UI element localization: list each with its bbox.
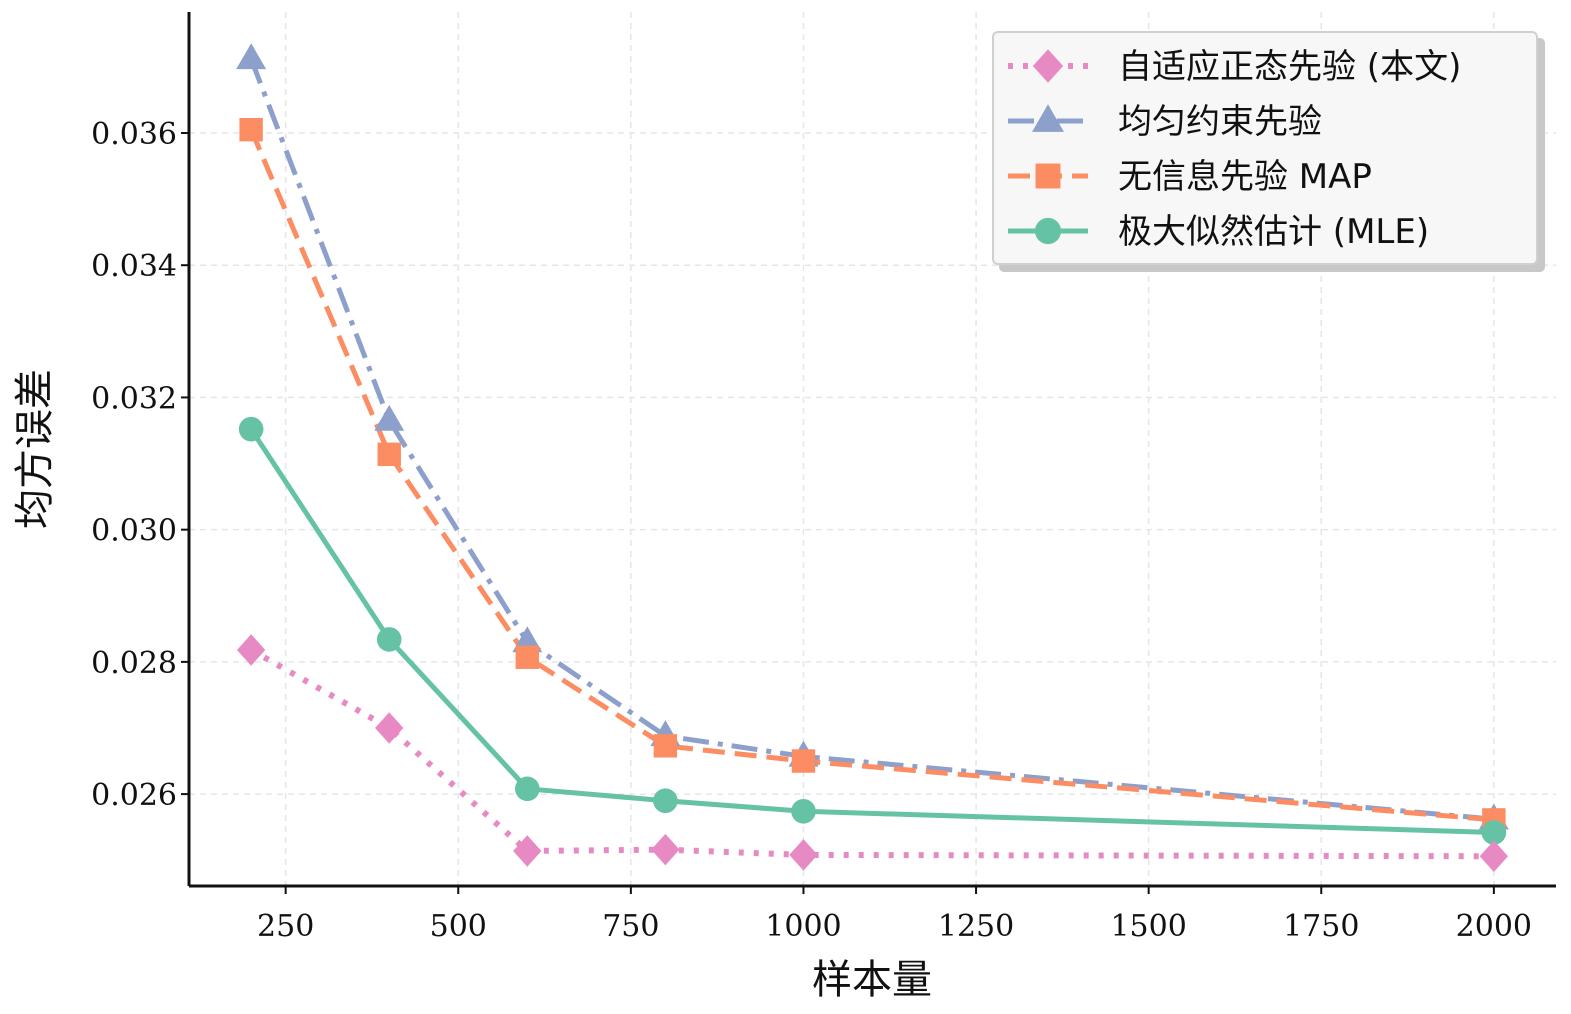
x-tick-label: 1000 xyxy=(765,909,841,944)
series-point xyxy=(1035,163,1061,189)
x-tick-label: 250 xyxy=(257,909,314,944)
x-tick-label: 1500 xyxy=(1110,909,1186,944)
series-point xyxy=(376,627,402,652)
y-axis-ticks: 0.026 0.028 0.030 0.032 0.034 0.036 xyxy=(91,117,189,813)
series-point xyxy=(653,734,678,758)
legend-label: 无信息先验 MAP xyxy=(1118,157,1372,197)
series-markers xyxy=(236,43,1509,872)
series-point xyxy=(1479,840,1509,872)
y-tick-label: 0.030 xyxy=(91,514,177,549)
series-point xyxy=(651,833,680,866)
series-point xyxy=(513,835,542,867)
y-tick-label: 0.036 xyxy=(91,117,177,152)
x-axis-ticks: 250 500 750 1000 1250 1500 1750 2000 xyxy=(257,886,1532,944)
series-point xyxy=(515,645,539,669)
legend-label: 自适应正态先验 (本文) xyxy=(1118,47,1461,87)
series-line xyxy=(249,427,1494,835)
series-point xyxy=(1481,820,1507,845)
legend-box xyxy=(992,31,1538,265)
y-tick-label: 0.028 xyxy=(91,646,177,681)
series-point xyxy=(236,634,266,666)
x-tick-label: 2000 xyxy=(1456,909,1532,944)
series-point xyxy=(1032,49,1064,83)
series-point xyxy=(791,798,816,824)
y-tick-label: 0.032 xyxy=(91,381,177,416)
y-axis-title: 均方误差 xyxy=(12,369,58,529)
series-point xyxy=(514,776,540,802)
axes xyxy=(187,12,1556,888)
series-point xyxy=(238,416,264,442)
y-tick-label: 0.034 xyxy=(91,249,177,284)
legend-label: 极大似然估计 (MLE) xyxy=(1118,212,1429,252)
series-point xyxy=(789,839,818,871)
x-tick-label: 750 xyxy=(602,909,659,944)
legend-label: 均匀约束先验 xyxy=(1118,102,1322,142)
x-tick-label: 500 xyxy=(430,909,487,944)
x-tick-label: 1250 xyxy=(938,909,1014,944)
series-point xyxy=(375,712,404,744)
series-point xyxy=(239,117,263,142)
series-point xyxy=(236,43,267,70)
series-point xyxy=(1032,104,1064,132)
series-line xyxy=(248,128,1495,823)
x-tick-label: 1750 xyxy=(1283,909,1359,944)
y-tick-label: 0.026 xyxy=(91,778,177,813)
series-lines xyxy=(248,58,1495,860)
series-point xyxy=(791,749,816,773)
series-point xyxy=(1034,217,1062,245)
grid-lines xyxy=(189,12,1556,886)
series-point xyxy=(377,442,401,466)
series-point xyxy=(374,404,405,431)
x-axis-title: 样本量 xyxy=(812,957,932,1003)
series-point xyxy=(653,788,678,814)
